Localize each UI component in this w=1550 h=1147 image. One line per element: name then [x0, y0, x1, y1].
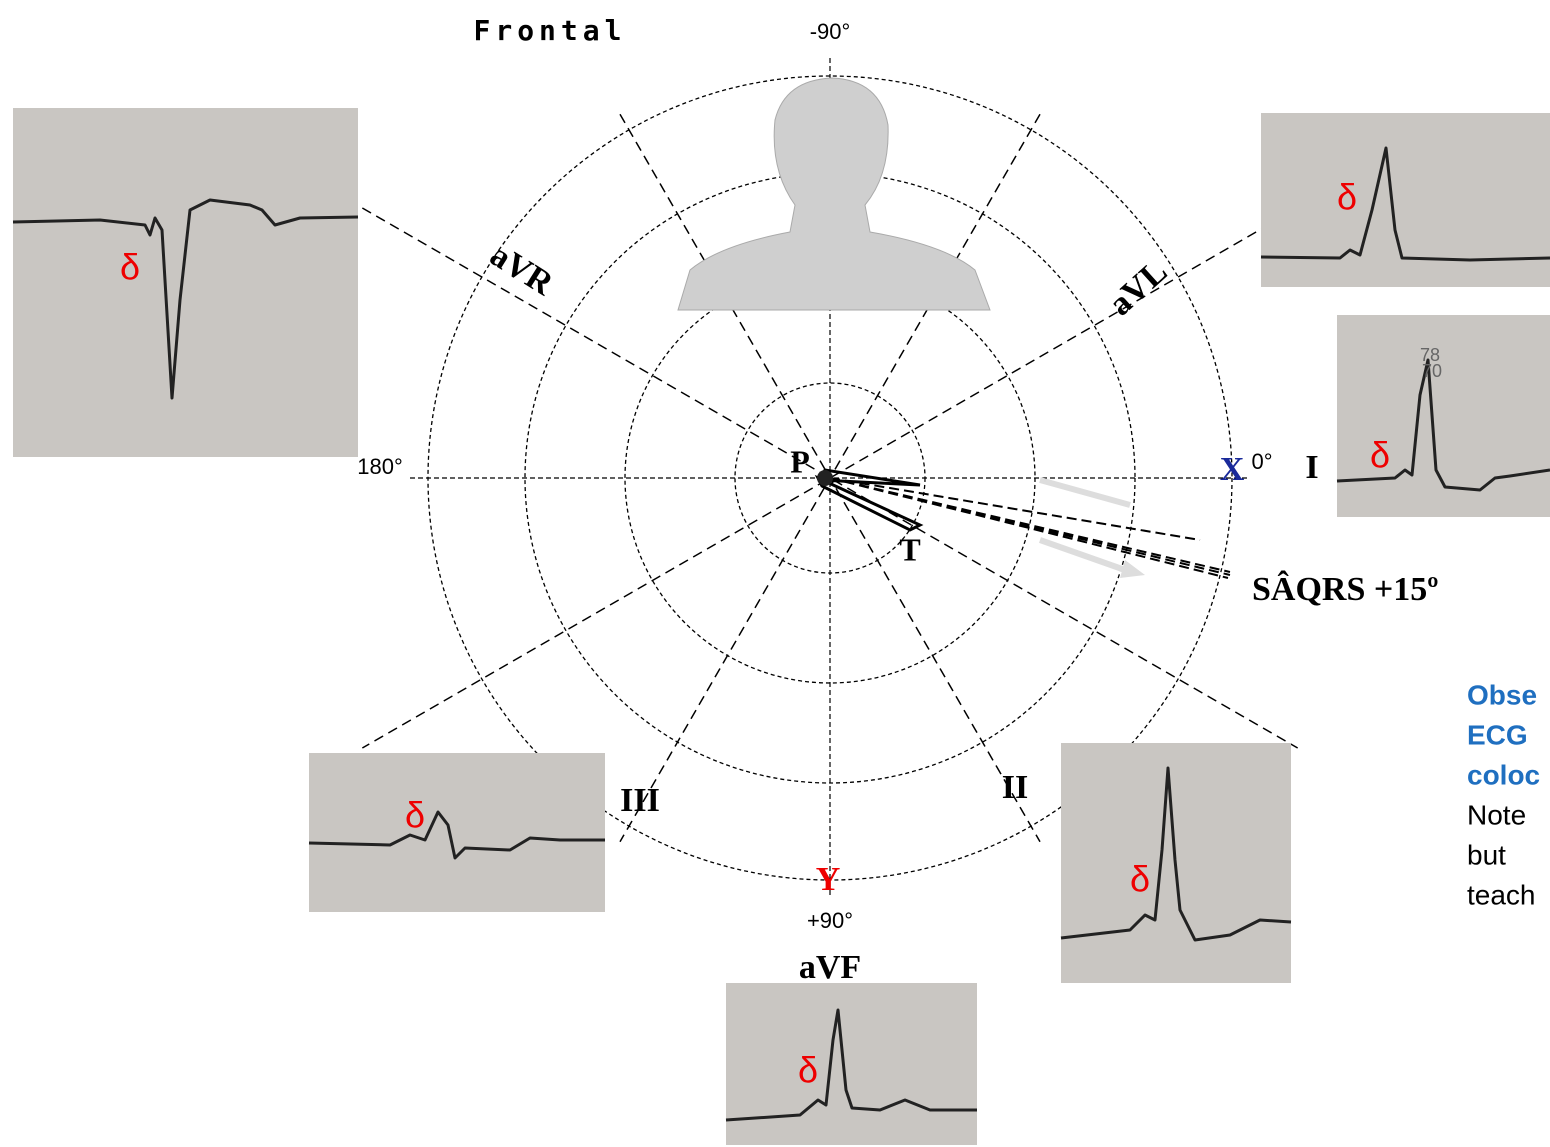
note-line: Note: [1467, 799, 1526, 830]
head-silhouette: [678, 78, 990, 310]
wave-label: P: [790, 443, 810, 479]
arrow-head: [1120, 560, 1145, 578]
axis-y: Y: [816, 861, 841, 898]
ecg-paper: [726, 983, 977, 1145]
note: Obse ECG coloc Note but teach: [1467, 679, 1540, 910]
ecg-panel: δ: [1061, 743, 1291, 983]
head-figure: [678, 78, 990, 310]
qrs-vector: [830, 478, 1230, 578]
reading: 70: [1422, 361, 1442, 381]
delta-wave-label: δ: [120, 247, 140, 288]
note-line: coloc: [1467, 759, 1540, 790]
ecg-paper: [1261, 113, 1550, 287]
ecg-paper: [13, 108, 358, 457]
lead-label: aVL: [1102, 253, 1174, 323]
frontal-plane-diagram: Frontal -90° 180° 0° +90° X Y aVR aVL I …: [0, 0, 1550, 1147]
page: Frontal -90° 180° 0° +90° X Y aVR aVL I …: [0, 0, 1550, 1147]
lead-label: aVR: [484, 237, 560, 304]
delta-wave-label: δ: [798, 1050, 818, 1091]
delta-wave-label: δ: [1130, 859, 1150, 900]
wave-label: T: [899, 531, 920, 567]
ecg-panel: δ: [309, 753, 605, 912]
note-line: Obse: [1467, 679, 1537, 710]
angle-label: +90°: [807, 908, 853, 933]
ecg-paper: [309, 753, 605, 912]
note-line: ECG: [1467, 719, 1528, 750]
angle-label: 0°: [1251, 449, 1272, 474]
delta-wave-label: δ: [1370, 435, 1390, 476]
ecg-panel: δ: [1261, 113, 1550, 287]
axis-x: X: [1220, 451, 1245, 488]
delta-wave-label: δ: [1337, 177, 1357, 218]
delta-wave-label: δ: [405, 795, 425, 836]
axis-result: SÂQRS +15º: [1252, 570, 1438, 608]
lead-label: I: [1305, 449, 1318, 486]
note-line: but: [1467, 839, 1506, 870]
lead-label: aVF: [799, 949, 861, 986]
angle-label: 180°: [357, 454, 403, 479]
note-line: teach: [1467, 879, 1536, 910]
lead-label: III: [620, 782, 660, 819]
ecg-panel: δ: [13, 108, 358, 457]
p-loop: [817, 470, 833, 486]
angle-label: -90°: [810, 19, 851, 44]
ecg-panel: δ: [726, 983, 977, 1145]
lead-label: II: [1002, 769, 1028, 806]
title: Frontal: [473, 14, 626, 47]
